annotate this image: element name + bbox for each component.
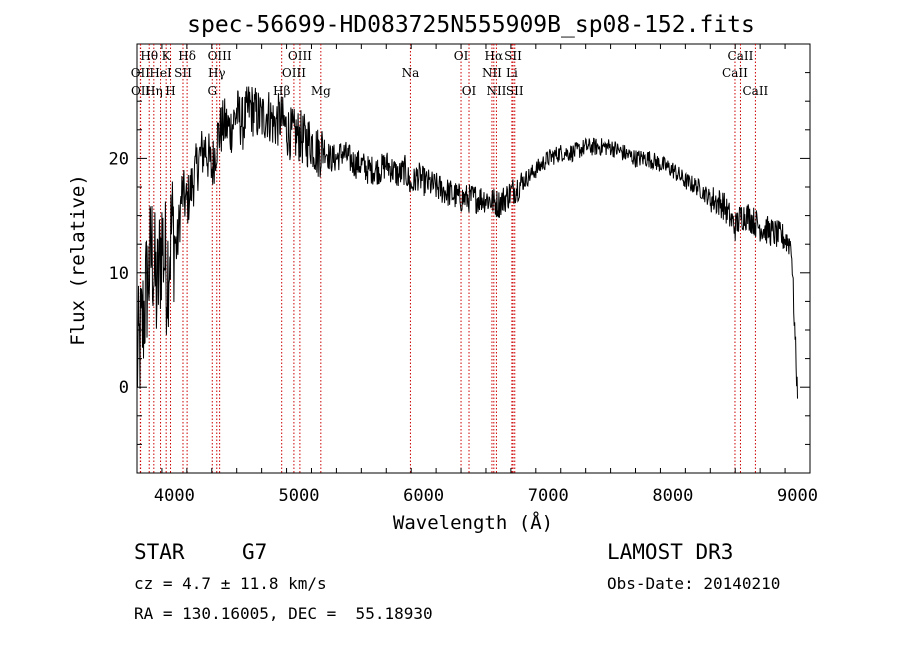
line-label: K [162,49,172,63]
line-label: OI [462,84,477,98]
observation-date: Obs-Date: 20140210 [607,574,781,593]
object-class: STAR [134,540,185,564]
line-label: OIII [282,66,306,80]
plot-frame [136,43,811,474]
line-label: OI [454,49,469,63]
x-tick-label: 4000 [154,486,195,506]
line-label: SII [174,66,192,80]
line-label: Hη [145,84,163,98]
x-tick-label: 6000 [403,486,444,506]
x-axis-ticks: 4000 5000 6000 7000 8000 9000 [136,44,818,506]
line-label: Hβ [273,84,290,98]
line-label: G [207,84,217,98]
line-label: CaII [742,84,768,98]
chart-title: spec-56699-HD083725N555909B_sp08-152.fit… [187,12,755,38]
y-tick-label: 10 [109,264,129,284]
line-label: Na [402,66,420,80]
spectrum-series-line [136,86,798,399]
line-label: NII [482,66,502,80]
line-marker-layer [139,44,756,473]
y-axis-label: Flux (relative) [67,174,89,346]
line-label: CaII [728,49,754,63]
line-label: Hα [485,49,504,63]
line-label: Hθ [140,49,158,63]
line-label: Hγ [208,66,226,80]
y-axis-ticks: 0 10 20 [109,72,810,445]
y-tick-label: 0 [119,378,129,398]
y-tick-label: 20 [109,149,129,169]
line-label: Mg [311,84,331,98]
survey-name: LAMOST DR3 [607,540,734,564]
redshift-readout: cz = 4.7 ± 11.8 km/s [134,574,327,593]
x-tick-label: 7000 [528,486,569,506]
object-subclass: G7 [242,540,268,564]
x-tick-label: 5000 [279,486,320,506]
line-label: HeI [149,66,172,80]
line-label: OII [131,84,151,98]
line-label: SII [506,84,524,98]
line-label: H [165,84,175,98]
line-label: CaII [722,66,748,80]
line-label: Li [506,66,518,80]
line-label: OIII [208,49,232,63]
coordinates-readout: RA = 130.16005, DEC = 55.18930 [134,604,433,623]
line-label: NII [486,84,506,98]
line-label: SII [504,49,522,63]
line-label: OIII [288,49,312,63]
line-label: Hδ [178,49,196,63]
x-tick-label: 9000 [777,486,818,506]
x-tick-label: 8000 [652,486,693,506]
x-axis-label: Wavelength (Å) [393,511,553,534]
